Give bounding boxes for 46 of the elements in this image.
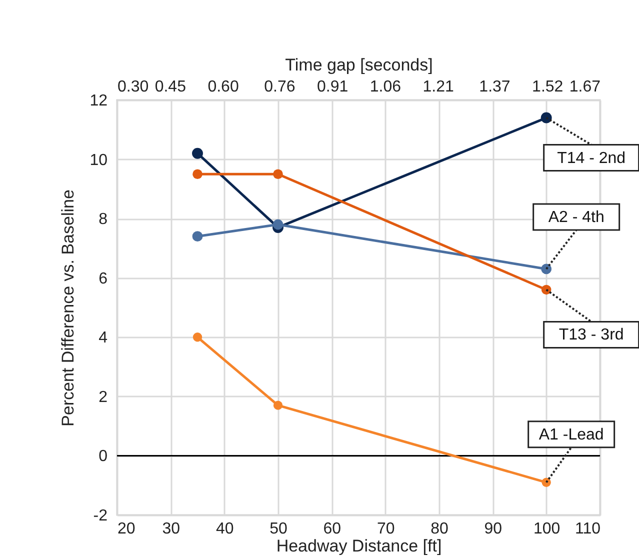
text: T13 - 3rd: [558, 326, 624, 344]
x2-tick-label: 0.91: [316, 78, 348, 96]
x-tick-label: 60: [323, 520, 342, 538]
x-tick-label: 50: [270, 520, 288, 538]
y-tick-label: 10: [90, 152, 108, 169]
x2-tick-label: 0.60: [208, 78, 239, 96]
point: [541, 284, 552, 295]
point: [273, 169, 283, 179]
x-tick-label: 30: [162, 520, 180, 538]
x-tick-label: 110: [574, 520, 601, 538]
x2-tick-label: 1.67: [569, 78, 601, 96]
y-tick-label: 12: [90, 92, 108, 110]
y-tick-label: 8: [98, 211, 108, 228]
x2-tick-label: 0.45: [154, 78, 186, 96]
point: [541, 264, 552, 274]
point: [192, 148, 203, 159]
x-tick-label: 70: [376, 520, 395, 538]
x2-tick-label: 0.76: [264, 78, 296, 96]
text: A2 - 4th: [548, 208, 604, 226]
x-tick-label: 40: [216, 520, 234, 538]
x2-tick-label: 1.37: [479, 78, 510, 96]
y-tick-label: 4: [98, 330, 108, 347]
x-tick-label: 90: [484, 520, 502, 538]
y-tick-label: 6: [98, 270, 108, 288]
x2-tick-label: 0.30: [118, 78, 149, 96]
x-tick-label: 20: [118, 520, 136, 538]
y-tick-label: -2: [93, 508, 108, 524]
point: [273, 400, 283, 410]
point: [542, 478, 551, 487]
point: [192, 169, 202, 179]
point: [272, 219, 284, 230]
x-axis-title: Headway Distance [ft]: [276, 536, 442, 556]
x2-tick-label: 1.21: [422, 78, 454, 96]
x-tick-label: 80: [430, 520, 448, 538]
x2-tick-label: 1.52: [532, 78, 564, 96]
point: [192, 332, 202, 342]
y-tick-label: 0: [98, 448, 108, 466]
x2-tick-label: 1.06: [370, 78, 402, 96]
x-tick-label: 100: [533, 520, 560, 538]
y-axis-title: Percent Difference vs. Baseline: [58, 190, 78, 426]
series-label: T14 - 2nd: [557, 150, 626, 167]
point: [540, 112, 552, 124]
y-tick-label: 2: [98, 388, 108, 406]
x2-axis-title: Time gap [seconds]: [285, 56, 433, 74]
text: A1 -Lead: [538, 426, 604, 444]
point: [192, 231, 203, 242]
